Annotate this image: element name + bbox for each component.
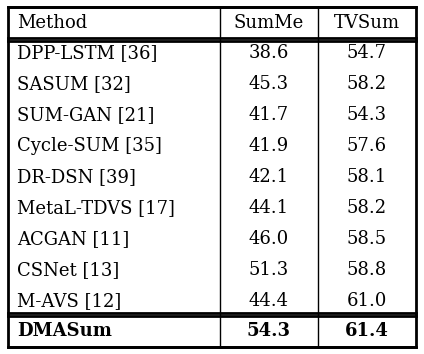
Text: 41.9: 41.9 bbox=[249, 137, 289, 155]
Text: 44.4: 44.4 bbox=[249, 292, 289, 310]
Text: 58.2: 58.2 bbox=[346, 75, 387, 93]
Text: 45.3: 45.3 bbox=[249, 75, 289, 93]
Text: 61.0: 61.0 bbox=[346, 292, 387, 310]
Text: SUM-GAN [21]: SUM-GAN [21] bbox=[17, 106, 154, 124]
Text: CSNet [13]: CSNet [13] bbox=[17, 261, 119, 279]
Text: DMASum: DMASum bbox=[17, 322, 112, 341]
Text: 58.2: 58.2 bbox=[346, 199, 387, 217]
Text: DPP-LSTM [36]: DPP-LSTM [36] bbox=[17, 44, 157, 62]
Text: 57.6: 57.6 bbox=[346, 137, 387, 155]
Text: MetaL-TDVS [17]: MetaL-TDVS [17] bbox=[17, 199, 175, 217]
Text: SASUM [32]: SASUM [32] bbox=[17, 75, 131, 93]
Text: Method: Method bbox=[17, 13, 87, 32]
Text: 58.8: 58.8 bbox=[346, 261, 387, 279]
Text: 41.7: 41.7 bbox=[249, 106, 289, 124]
Text: 61.4: 61.4 bbox=[345, 322, 389, 341]
Text: DR-DSN [39]: DR-DSN [39] bbox=[17, 168, 136, 186]
Text: 38.6: 38.6 bbox=[249, 44, 289, 62]
Text: 42.1: 42.1 bbox=[249, 168, 289, 186]
Text: 51.3: 51.3 bbox=[249, 261, 289, 279]
Text: 54.7: 54.7 bbox=[347, 44, 387, 62]
Text: ACGAN [11]: ACGAN [11] bbox=[17, 230, 129, 248]
Text: 58.1: 58.1 bbox=[346, 168, 387, 186]
Text: 44.1: 44.1 bbox=[249, 199, 289, 217]
Text: 58.5: 58.5 bbox=[346, 230, 387, 248]
Text: TVSum: TVSum bbox=[334, 13, 400, 32]
Text: M-AVS [12]: M-AVS [12] bbox=[17, 292, 121, 310]
Text: SumMe: SumMe bbox=[234, 13, 304, 32]
Text: Cycle-SUM [35]: Cycle-SUM [35] bbox=[17, 137, 162, 155]
Text: 46.0: 46.0 bbox=[249, 230, 289, 248]
Text: 54.3: 54.3 bbox=[346, 106, 387, 124]
Text: 54.3: 54.3 bbox=[247, 322, 291, 341]
